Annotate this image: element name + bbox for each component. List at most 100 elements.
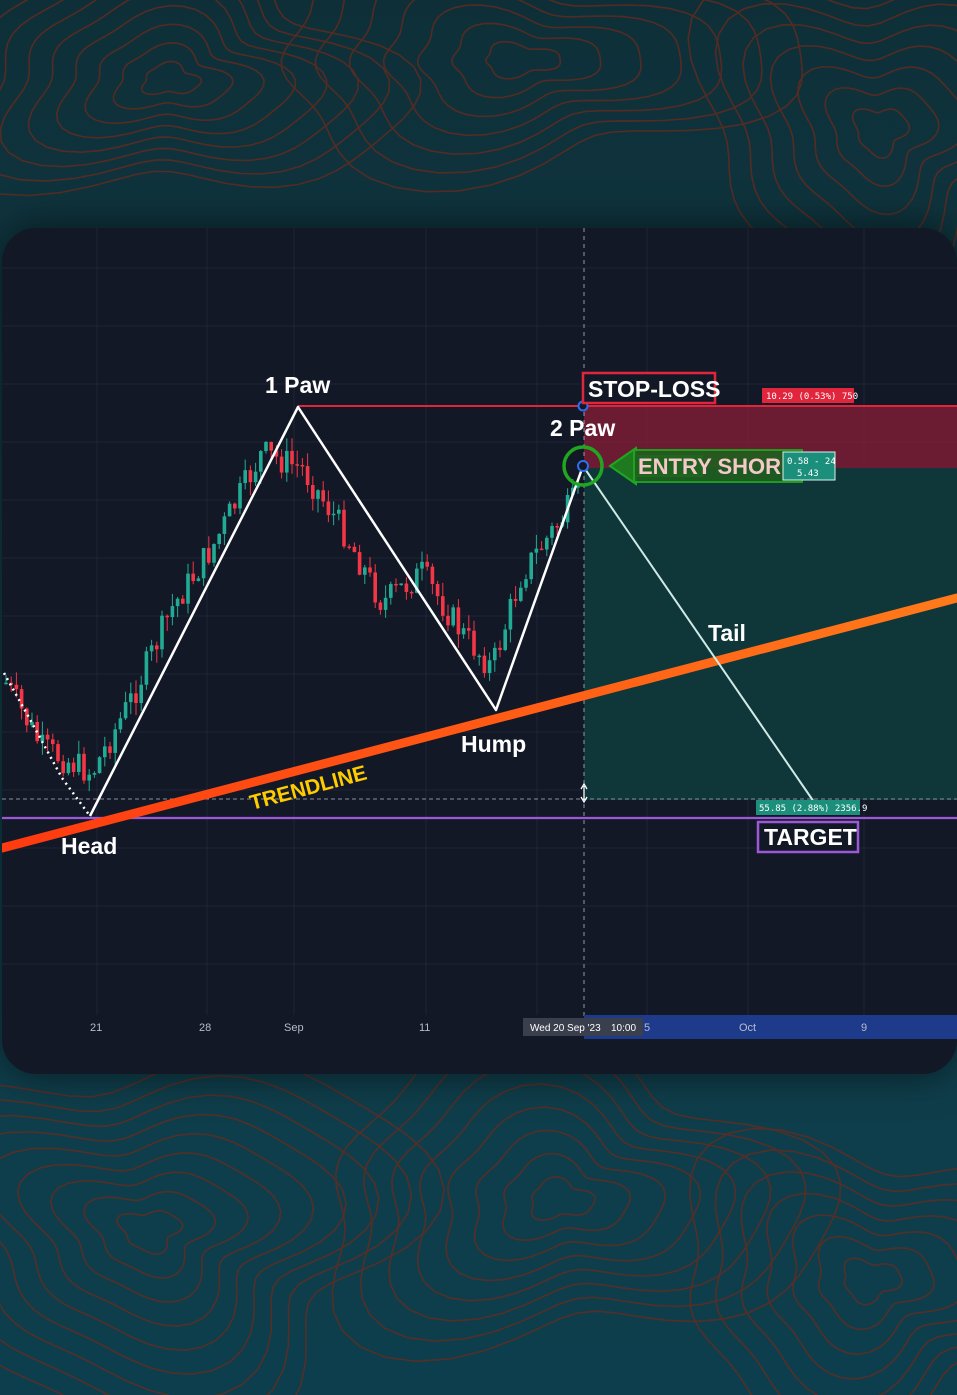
head-label: Head <box>61 833 117 859</box>
candle-body <box>389 583 393 598</box>
entry-point[interactable] <box>577 460 589 472</box>
candle-body <box>482 655 487 673</box>
candle-body <box>217 533 221 545</box>
contour-line <box>473 1129 667 1262</box>
candle-body <box>139 684 143 704</box>
entry-value-badge <box>782 451 836 481</box>
contour-line <box>348 0 723 155</box>
candle-body <box>40 734 45 742</box>
target-zone <box>584 468 957 800</box>
contour-line <box>0 1094 380 1395</box>
chart-card: STOP-LOSS ENTRY SHOR 10.29 (0.53%) 750 0… <box>2 228 957 1074</box>
contour-line <box>331 1013 842 1363</box>
candle-body <box>264 441 268 452</box>
candle-body <box>82 753 86 781</box>
candle-body <box>446 615 450 626</box>
candle-body <box>56 744 60 762</box>
candle-body <box>285 450 289 473</box>
candle-body <box>399 583 403 586</box>
stop-value-badge <box>762 388 854 403</box>
candle-body <box>508 598 513 630</box>
trendline <box>2 593 957 853</box>
contour-line <box>112 42 234 110</box>
contour-line <box>0 1074 413 1395</box>
candle-body <box>503 629 507 650</box>
crosshair-time: 10:00 <box>611 1023 636 1034</box>
hump-label: Hump <box>461 731 526 757</box>
contour-line <box>740 1170 957 1395</box>
candle-body <box>451 607 455 626</box>
x-tick-label: 9 <box>861 1022 867 1034</box>
candle-body <box>61 761 65 774</box>
candle-body <box>316 490 320 499</box>
candle-body <box>311 485 315 499</box>
candle-body <box>331 513 336 516</box>
candle-body <box>519 587 523 601</box>
candle-body <box>108 746 112 753</box>
candle-body <box>144 651 149 685</box>
candle-body <box>347 546 351 548</box>
candle-body <box>441 596 445 616</box>
time-axis: 21 28 Sep 11 5 Oct 9 <box>90 1022 867 1034</box>
x-tick-label: Sep <box>284 1022 304 1034</box>
candle-body <box>383 597 388 610</box>
candle-body <box>368 567 372 573</box>
contour-line <box>0 1113 348 1376</box>
contour-line <box>769 45 957 244</box>
candle-body <box>227 503 232 517</box>
candle-body <box>326 501 331 516</box>
candle-body <box>25 708 29 726</box>
candle-body <box>550 526 554 538</box>
candle-body <box>524 579 528 588</box>
contour-line <box>416 1083 737 1302</box>
candle-body <box>529 552 533 580</box>
contour-line <box>502 1152 632 1242</box>
candle-body <box>123 702 128 719</box>
contour-line <box>55 4 297 139</box>
contour-line <box>0 0 422 197</box>
contour-line <box>140 60 203 96</box>
candle-body <box>404 583 409 592</box>
entry-circle <box>562 445 604 487</box>
crosshair-date-box <box>523 1018 643 1036</box>
x-tick-label: Oct <box>739 1022 756 1034</box>
candle-body <box>295 464 299 466</box>
candle-body <box>555 526 559 528</box>
candle-body <box>456 607 461 635</box>
contour-line <box>0 0 391 182</box>
candle-body <box>290 450 294 465</box>
contour-line <box>530 1175 596 1222</box>
contour-line <box>49 1171 249 1303</box>
candle-body <box>461 628 466 635</box>
candle-body <box>477 655 481 658</box>
candle-body <box>118 718 123 730</box>
x-tick-label: 28 <box>199 1022 211 1034</box>
contour-line <box>851 108 911 159</box>
candle-body <box>186 573 190 604</box>
candle-body <box>539 548 544 551</box>
stop-value-text: 10.29 (0.53%) 750 <box>766 392 858 402</box>
x-tick-label: 11 <box>419 1022 430 1034</box>
pattern-zigzag <box>88 405 585 817</box>
candle-body <box>149 645 154 652</box>
contour-line <box>388 1059 772 1322</box>
contour-line <box>791 1214 957 1356</box>
candle-body <box>467 628 471 631</box>
stop-loss-box <box>581 371 717 405</box>
target-value-badge <box>756 800 860 815</box>
candle-body <box>97 757 102 774</box>
entry-value-top: 0.58 - 24 <box>787 457 836 467</box>
contour-line <box>382 0 683 137</box>
measure-arrow-icon <box>580 782 588 804</box>
candle-body <box>378 602 383 610</box>
candle-body <box>342 509 346 547</box>
candle-body <box>420 561 424 569</box>
chart: STOP-LOSS ENTRY SHOR 10.29 (0.53%) 750 0… <box>2 228 957 1039</box>
candle-body <box>352 546 357 553</box>
tail-line <box>582 465 815 803</box>
contour-line <box>314 0 763 174</box>
paw2-label: 2 Paw <box>550 415 615 441</box>
target-value-text: 55.85 (2.88%) 2356.9 <box>759 804 867 814</box>
candle-body <box>248 470 253 483</box>
candle-body <box>394 583 398 586</box>
